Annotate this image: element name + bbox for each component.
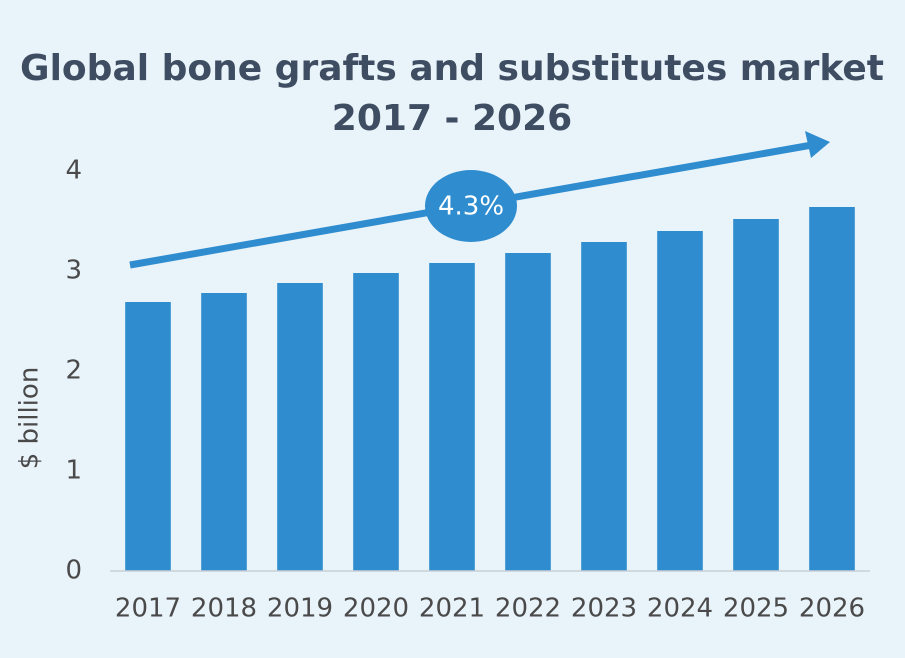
bar (505, 253, 551, 571)
bar (277, 283, 323, 571)
bar (429, 263, 475, 571)
x-tick-label: 2018 (191, 594, 257, 624)
y-tick-label: 1 (65, 456, 82, 486)
bar (733, 219, 779, 571)
chart-title: Global bone grafts and substitutes marke… (20, 48, 884, 89)
x-tick-label: 2024 (647, 594, 713, 624)
bar (581, 242, 627, 571)
bar (809, 207, 855, 571)
annotation: 4.3% (438, 192, 504, 222)
x-tick-label: 2021 (419, 594, 485, 624)
chart-title: 2017 - 2026 (332, 98, 572, 139)
bar (125, 302, 171, 571)
x-tick-label: 2025 (723, 594, 789, 624)
x-tick-label: 2017 (115, 594, 181, 624)
y-tick-label: 2 (65, 356, 82, 386)
x-tick-label: 2022 (495, 594, 561, 624)
y-tick-label: 0 (65, 556, 82, 586)
y-tick-label: 4 (65, 156, 82, 186)
x-tick-label: 2026 (799, 594, 865, 624)
annotation-bubble (425, 170, 517, 242)
bar (201, 293, 247, 571)
y-axis-label: $ billion (15, 367, 45, 470)
x-tick-label: 2020 (343, 594, 409, 624)
x-tick-label: 2023 (571, 594, 637, 624)
x-tick-label: 2019 (267, 594, 333, 624)
arrow-head (805, 131, 830, 158)
bar (353, 273, 399, 571)
bar (657, 231, 703, 571)
y-tick-label: 3 (65, 256, 82, 286)
plot (125, 207, 855, 571)
